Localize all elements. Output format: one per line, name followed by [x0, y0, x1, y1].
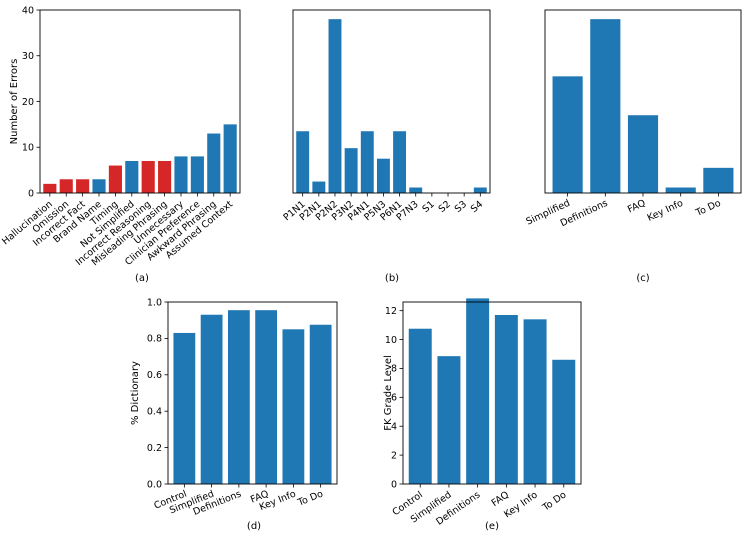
bar-key-info	[665, 187, 696, 193]
ylabel: FK Grade Level	[383, 355, 394, 431]
bar-p4n1	[360, 131, 374, 193]
ytick-label: 6	[391, 393, 397, 404]
bar-p5n3	[376, 158, 390, 193]
ytick-label: 0.8	[147, 334, 162, 345]
ytick-label: 0.6	[147, 370, 162, 381]
bar-simplified	[200, 314, 223, 484]
bar-faq	[627, 115, 659, 193]
xtick-label: To Do	[693, 198, 722, 220]
caption-c: (c)	[636, 273, 649, 284]
bar-control	[408, 328, 432, 484]
caption-a: (a)	[135, 273, 149, 284]
ytick-label: 10	[385, 335, 397, 346]
ytick-label: 1.0	[147, 297, 162, 308]
bar-p1n1	[296, 131, 310, 193]
caption-b: (b)	[385, 273, 399, 284]
ylabel: Number of Errors	[9, 59, 20, 145]
plot-frame	[292, 9, 491, 194]
plot-frame	[402, 301, 582, 485]
caption-d: (d)	[247, 521, 261, 532]
plot-frame	[544, 9, 742, 194]
xtick-label: FAQ	[490, 489, 511, 509]
bar-brand-name	[92, 179, 106, 193]
bar-simplified	[552, 76, 583, 193]
ytick-label: 0	[28, 188, 34, 199]
xtick-label: To Do	[540, 489, 569, 514]
ytick-label: 30	[22, 51, 34, 62]
bar-p7n3	[409, 187, 423, 193]
bar-incorrect-fact	[76, 179, 90, 193]
xtick-label: S4	[469, 199, 485, 215]
bar-assumed-context	[223, 124, 237, 193]
bar-unnecessary	[174, 156, 188, 193]
ytick-label: 0.4	[147, 407, 162, 418]
bar-definitions	[590, 19, 621, 194]
bar-simplified	[437, 356, 461, 484]
xtick-label: Key Info	[646, 198, 685, 224]
bar-clinician-preference	[190, 156, 204, 193]
ytick-label: 20	[22, 97, 34, 108]
bar-p2n1	[312, 181, 326, 193]
ytick-label: 12	[385, 306, 397, 317]
ytick-label: 2	[391, 450, 397, 461]
ytick-label: 10	[22, 143, 34, 154]
bar-to-do	[552, 359, 576, 484]
bar-incorrect-reasoning	[141, 160, 155, 193]
bar-key-info	[282, 329, 305, 484]
bar-p3n2	[344, 148, 358, 193]
chart-d: 0.00.20.40.60.81.0ControlSimplifiedDefin…	[130, 297, 338, 532]
xtick-label: S2	[437, 199, 453, 215]
bar-to-do	[309, 324, 332, 484]
ylabel: % Dictionary	[130, 361, 141, 425]
bar-p6n1	[393, 131, 407, 193]
bar-definitions	[466, 298, 490, 484]
ytick-label: 0.2	[147, 443, 162, 454]
ytick-label: 4	[391, 422, 397, 433]
bar-key-info	[523, 319, 547, 484]
bar-omission	[59, 179, 73, 193]
ytick-label: 0	[391, 479, 397, 490]
bar-control	[173, 332, 196, 484]
bar-hallucination	[43, 183, 57, 193]
bar-to-do	[703, 167, 734, 193]
xtick-label: S1	[420, 199, 436, 215]
xtick-label: S3	[453, 199, 469, 215]
chart-a: 010203040HallucinationOmissionIncorrect …	[0, 5, 241, 284]
bar-not-simplified	[125, 160, 139, 193]
ytick-label: 40	[22, 5, 34, 16]
bar-misleading-phrasing	[158, 160, 172, 193]
xtick-label: To Do	[295, 489, 324, 509]
bar-definitions	[227, 310, 250, 484]
bar-faq	[255, 310, 278, 484]
ytick-label: 0.0	[147, 479, 162, 490]
bar-s4	[473, 187, 487, 193]
ytick-label: 8	[391, 364, 397, 375]
caption-e: (e)	[485, 521, 499, 532]
bar-awkward-phrasing	[207, 133, 221, 193]
plot-frame	[39, 9, 241, 194]
bar-p2n2	[328, 19, 342, 194]
xtick-label: FAQ	[626, 198, 647, 216]
bar-timing	[108, 165, 122, 193]
plot-frame	[167, 301, 338, 485]
bar-faq	[494, 315, 518, 484]
